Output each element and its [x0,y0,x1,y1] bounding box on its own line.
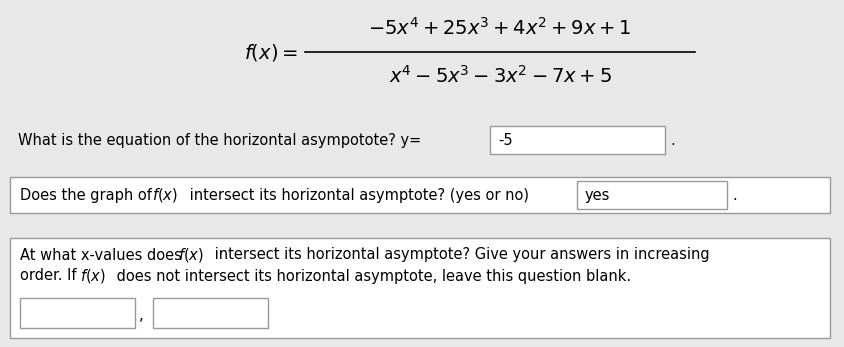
Text: $f(x)$: $f(x)$ [152,186,178,204]
Text: At what x-values does: At what x-values does [20,247,187,262]
Bar [20,298,135,328]
Text: What is the equation of the horizontal asympotote? y=: What is the equation of the horizontal a… [18,133,421,147]
Text: intersect its horizontal asymptote? Give your answers in increasing: intersect its horizontal asymptote? Give… [210,247,709,262]
Bar [490,126,664,154]
Text: $-5x^4+25x^3+4x^2+9x+1$: $-5x^4+25x^3+4x^2+9x+1$ [368,17,631,39]
Text: $f(x)=$: $f(x)=$ [244,42,298,62]
Text: $x^4-5x^3-3x^2-7x+5$: $x^4-5x^3-3x^2-7x+5$ [388,65,611,87]
Text: $f(x)$: $f(x)$ [178,246,203,264]
Text: ,: , [138,307,143,322]
Text: does not intersect its horizontal asymptote, leave this question blank.: does not intersect its horizontal asympt… [112,269,630,283]
Bar [153,298,268,328]
Bar [576,181,726,209]
Bar [10,177,829,213]
Text: Does the graph of: Does the graph of [20,187,156,203]
Text: .: . [669,133,674,147]
Text: order. If: order. If [20,269,81,283]
Text: -5: -5 [497,133,512,147]
Bar [10,238,829,338]
Text: yes: yes [584,187,609,203]
Text: $f(x)$: $f(x)$ [80,267,106,285]
Text: .: . [731,187,736,203]
Text: intersect its horizontal asymptote? (yes or no): intersect its horizontal asymptote? (yes… [185,187,528,203]
